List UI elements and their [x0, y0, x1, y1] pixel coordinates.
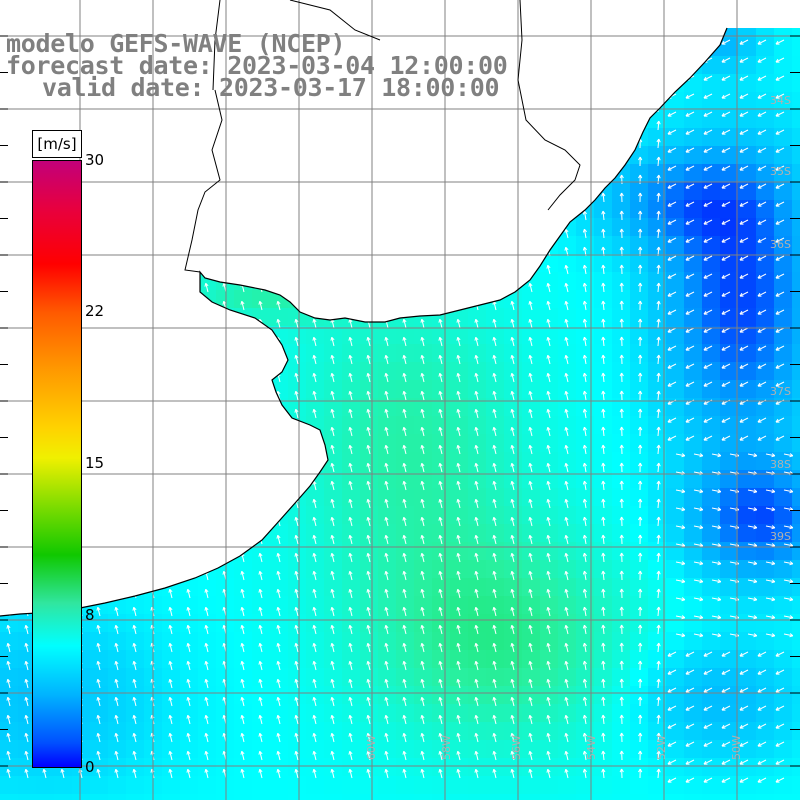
- coastline: [0, 0, 728, 617]
- colorbar-tick-22: 22: [85, 302, 105, 320]
- colorbar-tick-30: 30: [85, 151, 105, 169]
- longitude-label: 50W: [730, 735, 743, 760]
- longitude-label: 56W: [510, 735, 523, 760]
- longitude-label: 58W: [440, 735, 453, 760]
- longitude-label: 60W: [365, 735, 378, 760]
- latitude-label: 37S: [770, 385, 791, 398]
- colorbar-tick-8: 8: [85, 606, 95, 624]
- latitude-label: 39S: [770, 530, 791, 543]
- latitude-label: 36S: [770, 238, 791, 251]
- legend-unit-label: [m/s]: [32, 130, 82, 158]
- model-title: modelo GEFS-WAVE (NCEP): [6, 29, 346, 58]
- latitude-label: 35S: [770, 165, 791, 178]
- colorbar-tick-0: 0: [85, 758, 95, 776]
- latitude-label: 38S: [770, 458, 791, 471]
- wind-speed-field: [0, 28, 800, 800]
- valid-date: valid date: 2023-03-17 18:00:00: [42, 73, 500, 102]
- longitude-labels: 60W 58W 56W 54W 52W 50W: [365, 735, 743, 760]
- colorbar-tick-15: 15: [85, 454, 105, 472]
- speed-colorbar: [32, 160, 82, 768]
- latitude-label: 34S: [770, 94, 791, 107]
- latitude-labels: 34S 35S 36S 37S 38S 39S: [770, 94, 791, 543]
- longitude-label: 52W: [655, 735, 668, 760]
- forecast-date: forecast date: 2023-03-04 12:00:00: [6, 51, 508, 80]
- longitude-label: 54W: [585, 735, 598, 760]
